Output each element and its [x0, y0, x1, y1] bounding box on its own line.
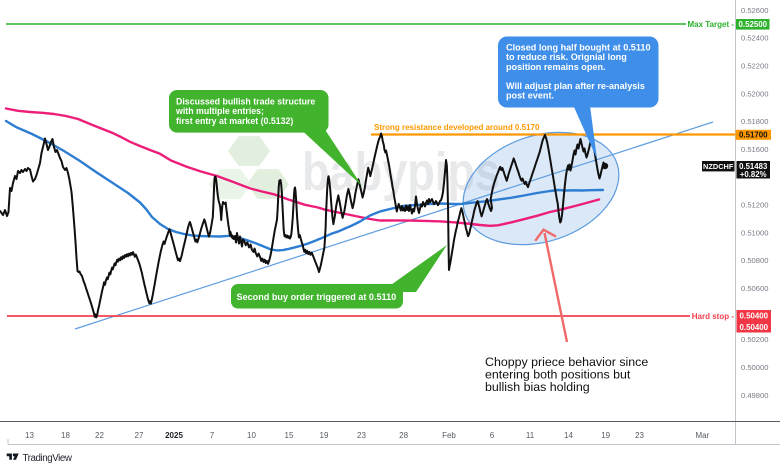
- svg-text:Strong resistance developed ar: Strong resistance developed around 0.517…: [374, 123, 540, 132]
- svg-text:post event.: post event.: [506, 91, 554, 101]
- svg-text:27: 27: [135, 431, 144, 440]
- svg-text:0.51800: 0.51800: [741, 117, 768, 126]
- svg-text:Will adjust plan after re-anal: Will adjust plan after re-analysis: [506, 81, 645, 91]
- svg-text:entering both positions but: entering both positions but: [485, 367, 631, 381]
- svg-text:with multiple entries;: with multiple entries;: [175, 106, 264, 116]
- svg-text:7: 7: [210, 431, 215, 440]
- svg-text:0.51483: 0.51483: [739, 162, 768, 171]
- svg-text:14: 14: [564, 431, 573, 440]
- svg-text:+0.82%: +0.82%: [740, 170, 767, 179]
- svg-text:Max Target -: Max Target -: [687, 20, 734, 29]
- svg-text:0.50400: 0.50400: [739, 312, 768, 321]
- svg-text:0.49800: 0.49800: [741, 391, 768, 400]
- svg-text:position remains open.: position remains open.: [506, 62, 606, 72]
- svg-text:Discussed bullish trade struct: Discussed bullish trade structure: [176, 97, 315, 107]
- svg-text:6: 6: [490, 431, 495, 440]
- svg-text:Feb: Feb: [442, 431, 456, 440]
- svg-text:19: 19: [601, 431, 610, 440]
- svg-text:0.51700: 0.51700: [739, 131, 768, 140]
- svg-text:0.50200: 0.50200: [741, 335, 768, 344]
- svg-text:to reduce risk. Orignial long: to reduce risk. Orignial long: [506, 52, 627, 62]
- svg-text:0.52000: 0.52000: [741, 89, 768, 98]
- svg-text:10: 10: [247, 431, 256, 440]
- svg-text:Second buy order triggered at: Second buy order triggered at 0.5110: [237, 292, 397, 302]
- svg-text:0.51200: 0.51200: [741, 201, 768, 210]
- svg-text:Closed long half bought at 0.5: Closed long half bought at 0.5110: [506, 43, 651, 53]
- svg-text:0.50800: 0.50800: [741, 256, 768, 265]
- svg-text:18: 18: [61, 431, 70, 440]
- svg-text:15: 15: [285, 431, 294, 440]
- svg-text:0.51600: 0.51600: [741, 145, 768, 154]
- svg-text:13: 13: [25, 431, 34, 440]
- svg-text:0.50600: 0.50600: [741, 284, 768, 293]
- svg-text:0.50400: 0.50400: [739, 323, 768, 332]
- svg-text:TradingView: TradingView: [23, 453, 73, 464]
- svg-text:0.51000: 0.51000: [741, 228, 768, 237]
- svg-text:22: 22: [95, 431, 104, 440]
- svg-text:11: 11: [526, 431, 535, 440]
- svg-text:first entry at market (0.5132): first entry at market (0.5132): [176, 116, 293, 126]
- svg-text:Mar: Mar: [696, 431, 710, 440]
- svg-text:0.50000: 0.50000: [741, 363, 768, 372]
- svg-text:23: 23: [357, 431, 366, 440]
- svg-text:2025: 2025: [165, 431, 183, 440]
- svg-text:0.52600: 0.52600: [741, 6, 768, 15]
- svg-text:0.52400: 0.52400: [741, 34, 768, 43]
- svg-text:0.52200: 0.52200: [741, 62, 768, 71]
- svg-text:0.52500: 0.52500: [738, 20, 767, 29]
- svg-text:bullish bias holding: bullish bias holding: [485, 380, 590, 394]
- svg-text:NZDCHF: NZDCHF: [703, 162, 734, 171]
- svg-text:23: 23: [635, 431, 644, 440]
- svg-text:28: 28: [399, 431, 408, 440]
- svg-text:19: 19: [320, 431, 329, 440]
- svg-text:Hard stop -: Hard stop -: [692, 312, 735, 321]
- svg-text:Choppy priece behavior since: Choppy priece behavior since: [485, 355, 648, 369]
